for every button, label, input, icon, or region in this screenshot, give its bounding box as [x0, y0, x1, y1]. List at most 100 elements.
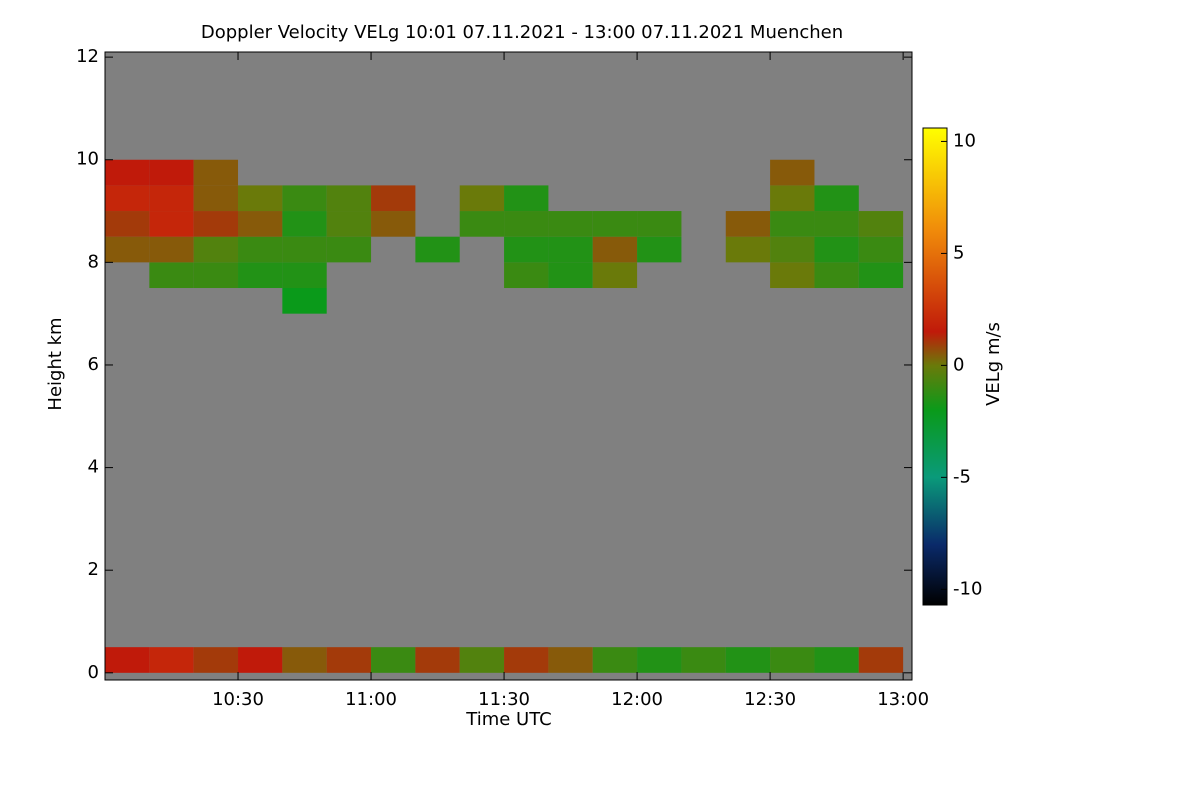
heatmap-cell: [193, 236, 239, 263]
heatmap-cell: [282, 236, 327, 263]
heatmap-cell: [548, 236, 593, 263]
heatmap-cell: [858, 262, 904, 289]
heatmap-cell: [415, 236, 460, 263]
colorbar-tick-label: 5: [953, 242, 964, 263]
x-tick-label: 11:00: [345, 689, 397, 710]
heatmap-cell: [592, 262, 638, 289]
x-tick-label: 10:30: [212, 689, 264, 710]
heatmap-cell: [858, 647, 904, 673]
heatmap-cell: [504, 236, 549, 263]
heatmap-cell: [193, 262, 239, 289]
x-tick-label: 12:30: [744, 689, 796, 710]
heatmap-cell: [459, 185, 505, 212]
y-tick-label: 8: [88, 251, 99, 272]
heatmap-cell: [592, 236, 638, 263]
heatmap-cell: [770, 236, 815, 263]
heatmap-cell: [725, 236, 771, 263]
heatmap-cell: [238, 185, 283, 212]
heatmap-cell: [282, 185, 327, 212]
heatmap-cell: [105, 185, 150, 212]
colorbar-tick-label: 10: [953, 130, 976, 151]
heatmap-cell: [770, 262, 815, 289]
heatmap-cell: [193, 185, 239, 212]
heatmap-cell: [193, 647, 239, 673]
heatmap-cell: [637, 647, 682, 673]
heatmap-cell: [770, 159, 815, 186]
heatmap-cell: [193, 211, 239, 237]
heatmap-cell: [105, 236, 150, 263]
y-axis-label: Height km: [45, 317, 66, 410]
heatmap-cell: [105, 647, 150, 673]
heatmap-cell: [238, 262, 283, 289]
plot-background: [105, 52, 912, 680]
heatmap-cell: [415, 647, 460, 673]
colorbar-label: VELg m/s: [983, 322, 1004, 406]
heatmap-cell: [770, 185, 815, 212]
x-axis-label: Time UTC: [465, 709, 551, 730]
heatmap-cell: [725, 211, 771, 237]
heatmap-cell: [858, 236, 904, 263]
heatmap-cell: [149, 262, 194, 289]
y-tick-label: 0: [88, 662, 99, 683]
heatmap-cell: [282, 211, 327, 237]
heatmap-cell: [548, 647, 593, 673]
plot-frame: [104, 51, 913, 681]
colorbar-tick-label: -10: [953, 578, 982, 599]
heatmap-cell: [326, 211, 372, 237]
y-tick-label: 4: [88, 457, 99, 478]
x-tick-label: 11:30: [478, 689, 530, 710]
heatmap-cell: [326, 185, 372, 212]
heatmap-cell: [725, 647, 771, 673]
heatmap-cell: [770, 211, 815, 237]
heatmap-cell: [814, 185, 859, 212]
heatmap-cell: [548, 211, 593, 237]
heatmap-cell: [637, 236, 682, 263]
heatmap-cell: [193, 159, 239, 186]
y-tick-label: 12: [76, 46, 99, 67]
heatmap-cell: [105, 211, 150, 237]
x-tick-label: 13:00: [877, 689, 929, 710]
heatmap-cell: [371, 647, 416, 673]
heatmap-cell: [459, 211, 505, 237]
heatmap-cell: [459, 647, 505, 673]
heatmap-cell: [326, 236, 372, 263]
heatmap-cell: [681, 647, 726, 673]
heatmap-cell: [814, 211, 859, 237]
heatmap-cell: [592, 647, 638, 673]
heatmap-cell: [105, 159, 150, 186]
colorbar-tick-label: 0: [953, 354, 964, 375]
heatmap-cell: [282, 262, 327, 289]
heatmap-cell: [149, 211, 194, 237]
heatmap-cell: [282, 288, 327, 314]
heatmap-cell: [548, 262, 593, 289]
heatmap-cell: [504, 647, 549, 673]
heatmap-cell: [504, 262, 549, 289]
y-tick-label: 2: [88, 559, 99, 580]
heatmap-cell: [592, 211, 638, 237]
y-tick-label: 10: [76, 149, 99, 170]
heatmap-cell: [371, 185, 416, 212]
y-tick-label: 6: [88, 354, 99, 375]
heatmap-cell: [326, 647, 372, 673]
heatmap-cell: [238, 236, 283, 263]
heatmap-cell: [814, 236, 859, 263]
heatmap-cell: [814, 647, 859, 673]
x-tick-label: 12:00: [611, 689, 663, 710]
heatmap-cell: [149, 159, 194, 186]
heatmap-cell: [637, 211, 682, 237]
heatmap-cell: [504, 185, 549, 212]
heatmap-cell: [149, 647, 194, 673]
heatmap-cell: [238, 211, 283, 237]
heatmap-cell: [149, 185, 194, 212]
heatmap-cell: [770, 647, 815, 673]
colorbar-tick-label: -5: [953, 466, 971, 487]
colorbar: [922, 127, 948, 606]
heatmap-cell: [149, 236, 194, 263]
heatmap-cell: [238, 647, 283, 673]
heatmap-cell: [858, 211, 904, 237]
heatmap-cell: [282, 647, 327, 673]
heatmap-cell: [371, 211, 416, 237]
chart-title: Doppler Velocity VELg 10:01 07.11.2021 -…: [201, 22, 843, 43]
